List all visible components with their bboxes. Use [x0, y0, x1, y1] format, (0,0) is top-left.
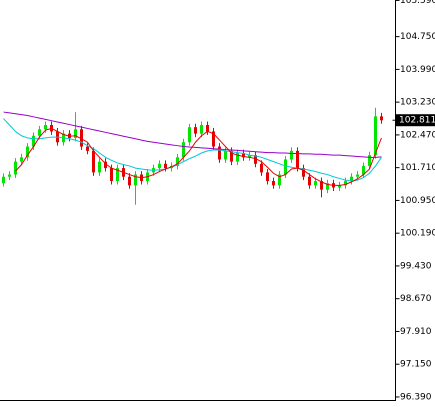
y-tick-label: 103.230	[400, 98, 435, 108]
candle-body	[272, 181, 275, 186]
candle-body	[8, 174, 11, 177]
y-tick-label: 99.430	[400, 261, 432, 271]
candle-body	[236, 153, 239, 162]
candle-body	[104, 161, 107, 169]
y-tick-label: 96.390	[400, 392, 432, 402]
candle-body	[164, 163, 167, 169]
y-tick-label: 102.470	[400, 130, 435, 140]
candle-body	[266, 172, 269, 182]
candle-body	[26, 146, 29, 158]
candle-body	[110, 168, 113, 182]
candle-body	[212, 131, 215, 147]
candle-body	[74, 129, 77, 138]
moving-average	[15, 127, 382, 186]
candle-body	[92, 150, 95, 173]
candle-body	[326, 183, 329, 190]
candle-body	[80, 129, 83, 147]
candle-body	[98, 161, 101, 173]
candle-body	[230, 150, 233, 162]
y-tick-label: 105.590	[400, 0, 435, 6]
candle-body	[242, 153, 245, 158]
y-tick-label: 100.190	[400, 229, 435, 239]
candle-body	[86, 146, 89, 151]
y-tick-label: 98.670	[400, 294, 432, 304]
candle-body	[116, 168, 119, 182]
current-price-box	[396, 114, 435, 127]
candle-body	[200, 124, 203, 134]
y-tick-label: 103.990	[400, 65, 435, 75]
candle-body	[368, 155, 371, 166]
candle-body	[20, 157, 23, 162]
candle-body	[254, 155, 257, 164]
candle-body	[290, 150, 293, 160]
candle-body	[218, 146, 221, 160]
current-price-label: 102.811	[399, 116, 435, 126]
candle-body	[356, 174, 359, 177]
candle-body	[32, 135, 35, 147]
candle-body	[128, 176, 131, 186]
candle-body	[308, 176, 311, 186]
candle-body	[260, 163, 263, 173]
candle-body	[380, 116, 383, 121]
y-tick-label: 97.150	[400, 360, 432, 370]
candle-body	[296, 150, 299, 169]
candle-body	[182, 142, 185, 158]
candle-body	[158, 163, 161, 169]
candle-body	[248, 155, 251, 158]
candle-body	[2, 176, 5, 184]
candle-body	[188, 127, 191, 143]
candle-body	[362, 165, 365, 175]
candle-body	[194, 127, 197, 134]
candle-body	[338, 185, 341, 188]
candle-body	[176, 157, 179, 166]
y-tick-label: 97.910	[400, 327, 432, 337]
candle-body	[314, 181, 317, 186]
candle-body	[206, 124, 209, 132]
candle-body	[224, 150, 227, 160]
candle-body	[44, 124, 47, 130]
candle-body	[344, 181, 347, 186]
candle-body	[302, 168, 305, 177]
candle-body	[320, 181, 323, 190]
moving-average	[3, 118, 382, 182]
y-tick-label: 101.710	[400, 163, 435, 173]
candle-body	[14, 161, 17, 175]
y-tick-label: 100.950	[400, 196, 435, 206]
candle-body	[278, 174, 281, 186]
candle-body	[284, 159, 287, 175]
candle-body	[134, 174, 137, 186]
candle-body	[374, 116, 377, 156]
candle-body	[350, 176, 353, 182]
y-tick-label: 104.750	[400, 32, 435, 42]
candle-body	[38, 129, 41, 136]
